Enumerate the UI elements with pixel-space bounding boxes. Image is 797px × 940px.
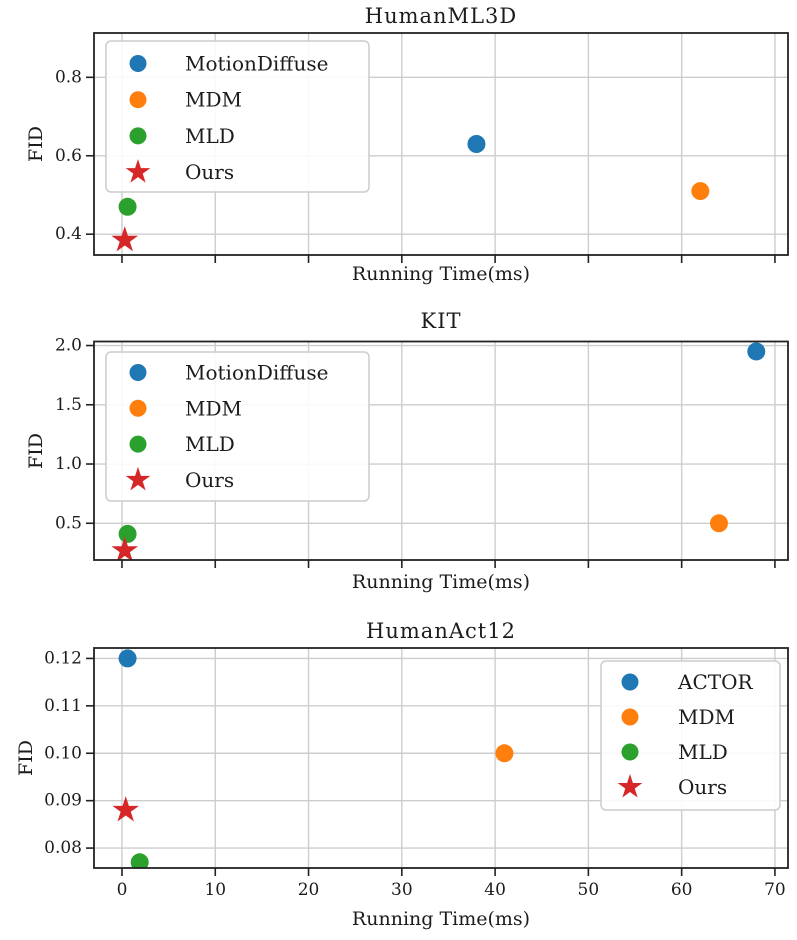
y-tick-label: 0.5 [55, 513, 82, 533]
plot-border [93, 340, 789, 561]
x-axis-label: Running Time(ms) [352, 263, 530, 285]
data-point-mld [130, 853, 149, 868]
legend-box [105, 40, 370, 193]
x-tick-label: 50 [578, 880, 600, 900]
chart-title: HumanML3D [365, 4, 517, 28]
legend-swatch-mld-circle-icon [621, 743, 639, 761]
legend-label-ours: Ours [678, 775, 727, 799]
legend-label-motiondiffuse: MotionDiffuse [185, 52, 329, 76]
y-tick-label: 0.08 [44, 838, 82, 858]
x-tick-label: 60 [671, 880, 693, 900]
y-tick-label: 0.11 [44, 696, 82, 716]
legend-swatch-mld-circle-icon [129, 127, 147, 145]
legend-swatch-ours-star-icon [125, 159, 151, 183]
legend-swatch-mdm-circle-icon [621, 708, 639, 726]
data-point-ours [112, 796, 140, 822]
x-tick-label: 10 [204, 880, 226, 900]
legend-label-ours: Ours [185, 160, 234, 184]
legend-swatch-mdm-circle-icon [129, 91, 147, 109]
y-tick-label: 2.0 [55, 336, 82, 356]
x-tick-label: 0 [117, 880, 128, 900]
legend-box [600, 660, 781, 811]
x-tick-label: 20 [298, 880, 320, 900]
plot-border [93, 32, 789, 256]
legend-label-mdm: MDM [185, 88, 242, 112]
legend: MotionDiffuse MDM MLD Ours [105, 40, 370, 193]
y-axis-label: FID [25, 433, 47, 469]
legend-label-mdm: MDM [185, 396, 242, 420]
legend-swatch-actor-circle-icon [621, 673, 639, 691]
data-point-mdm [709, 514, 728, 533]
x-axis-label: Running Time(ms) [352, 908, 530, 930]
y-tick-label: 0.10 [44, 743, 82, 763]
y-tick-label: 1.5 [55, 395, 82, 415]
legend-label-mld: MLD [185, 432, 235, 456]
data-point-actor [118, 649, 137, 668]
y-tick-label: 1.0 [55, 454, 82, 474]
y-axis-label: FID [15, 740, 37, 776]
chart-title: HumanAct12 [366, 619, 516, 643]
y-tick-label: 0.8 [55, 67, 82, 87]
legend-swatch-mdm-circle-icon [129, 399, 147, 417]
legend: MotionDiffuse MDM MLD Ours [105, 351, 370, 502]
legend-swatch-ours-star-icon [125, 466, 151, 491]
x-axis-label: Running Time(ms) [352, 571, 530, 593]
y-tick-label: 0.09 [44, 791, 82, 811]
subplot-humanact12: ACTOR MDM MLD Ours 0 10 20 30 40 50 60 70 0.08 0.09 0.… [15, 619, 789, 930]
y-tick-label: 0.4 [55, 224, 82, 244]
legend-swatch-motiondiffuse-circle-icon [129, 55, 147, 72]
data-point-mld [118, 197, 137, 216]
x-tick-label: 40 [484, 880, 506, 900]
legend-swatch-mld-circle-icon [129, 435, 147, 453]
subplot-kit: MotionDiffuse MDM MLD Ours 0.5 1.0 1.5 2.0 KIT Ru… [25, 309, 789, 593]
legend: ACTOR MDM MLD Ours [600, 660, 781, 811]
x-tick-label: 30 [391, 880, 413, 900]
subplot-humanml3d: MotionDiffuse MDM MLD Ours 0.4 0.6 0.8 HumanML3… [25, 4, 789, 285]
data-point-motiondiffuse [747, 342, 766, 361]
y-tick-label: 0.6 [55, 146, 82, 166]
legend-swatch-motiondiffuse-circle-icon [129, 364, 147, 381]
data-point-mdm [495, 744, 514, 763]
legend-swatch-ours-star-icon [617, 774, 643, 798]
y-tick-label: 0.12 [44, 648, 82, 668]
legend-label-mld: MLD [185, 124, 235, 148]
legend-label-mdm: MDM [678, 705, 735, 729]
chart-title: KIT [421, 309, 462, 333]
y-axis-label: FID [25, 126, 47, 162]
data-point-mld [118, 524, 137, 543]
data-point-mdm [691, 182, 710, 201]
data-point-ours [111, 226, 139, 252]
legend-label-motiondiffuse: MotionDiffuse [185, 361, 329, 385]
legend-label-ours: Ours [185, 468, 234, 492]
legend-label-actor: ACTOR [677, 670, 753, 694]
data-point-ours [111, 536, 139, 560]
legend-label-mld: MLD [678, 740, 728, 764]
x-tick-label: 70 [764, 880, 786, 900]
data-point-motiondiffuse [467, 135, 486, 153]
plot-border [93, 647, 789, 869]
legend-box [105, 351, 370, 502]
